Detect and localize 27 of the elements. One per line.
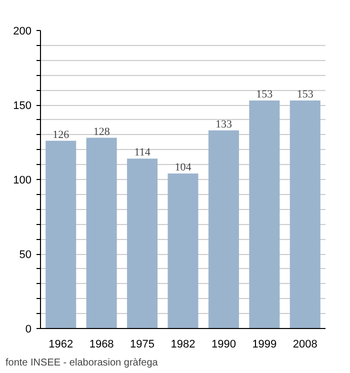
bar xyxy=(127,158,158,328)
bar xyxy=(168,174,198,328)
x-tick-label: 1999 xyxy=(252,338,277,350)
y-tick-label: 150 xyxy=(13,100,32,112)
data-label: 126 xyxy=(52,128,70,141)
y-tick-label: 200 xyxy=(13,26,32,38)
data-label: 153 xyxy=(256,88,274,101)
y-tick-label: 50 xyxy=(19,249,32,261)
bar xyxy=(208,130,239,328)
x-tick-label: 1968 xyxy=(89,338,114,350)
data-label: 128 xyxy=(93,126,110,138)
x-tick-label: 2008 xyxy=(292,338,318,350)
x-tick-label: 1962 xyxy=(48,338,74,350)
bar xyxy=(86,138,117,328)
bar xyxy=(46,140,76,328)
data-label: 133 xyxy=(215,118,232,130)
x-tick-label: 1990 xyxy=(211,338,236,350)
y-tick-label: 100 xyxy=(13,174,32,186)
x-tick-label: 1975 xyxy=(130,338,155,350)
data-label: 153 xyxy=(296,88,314,101)
y-tick-label: 0 xyxy=(25,324,32,336)
source-note: fonte INSEE - elaborasion gràfega xyxy=(6,358,158,368)
x-tick-label: 1982 xyxy=(170,338,196,350)
bar xyxy=(249,100,280,328)
data-label: 104 xyxy=(174,162,192,174)
bar xyxy=(290,100,320,328)
data-label: 114 xyxy=(134,146,151,159)
